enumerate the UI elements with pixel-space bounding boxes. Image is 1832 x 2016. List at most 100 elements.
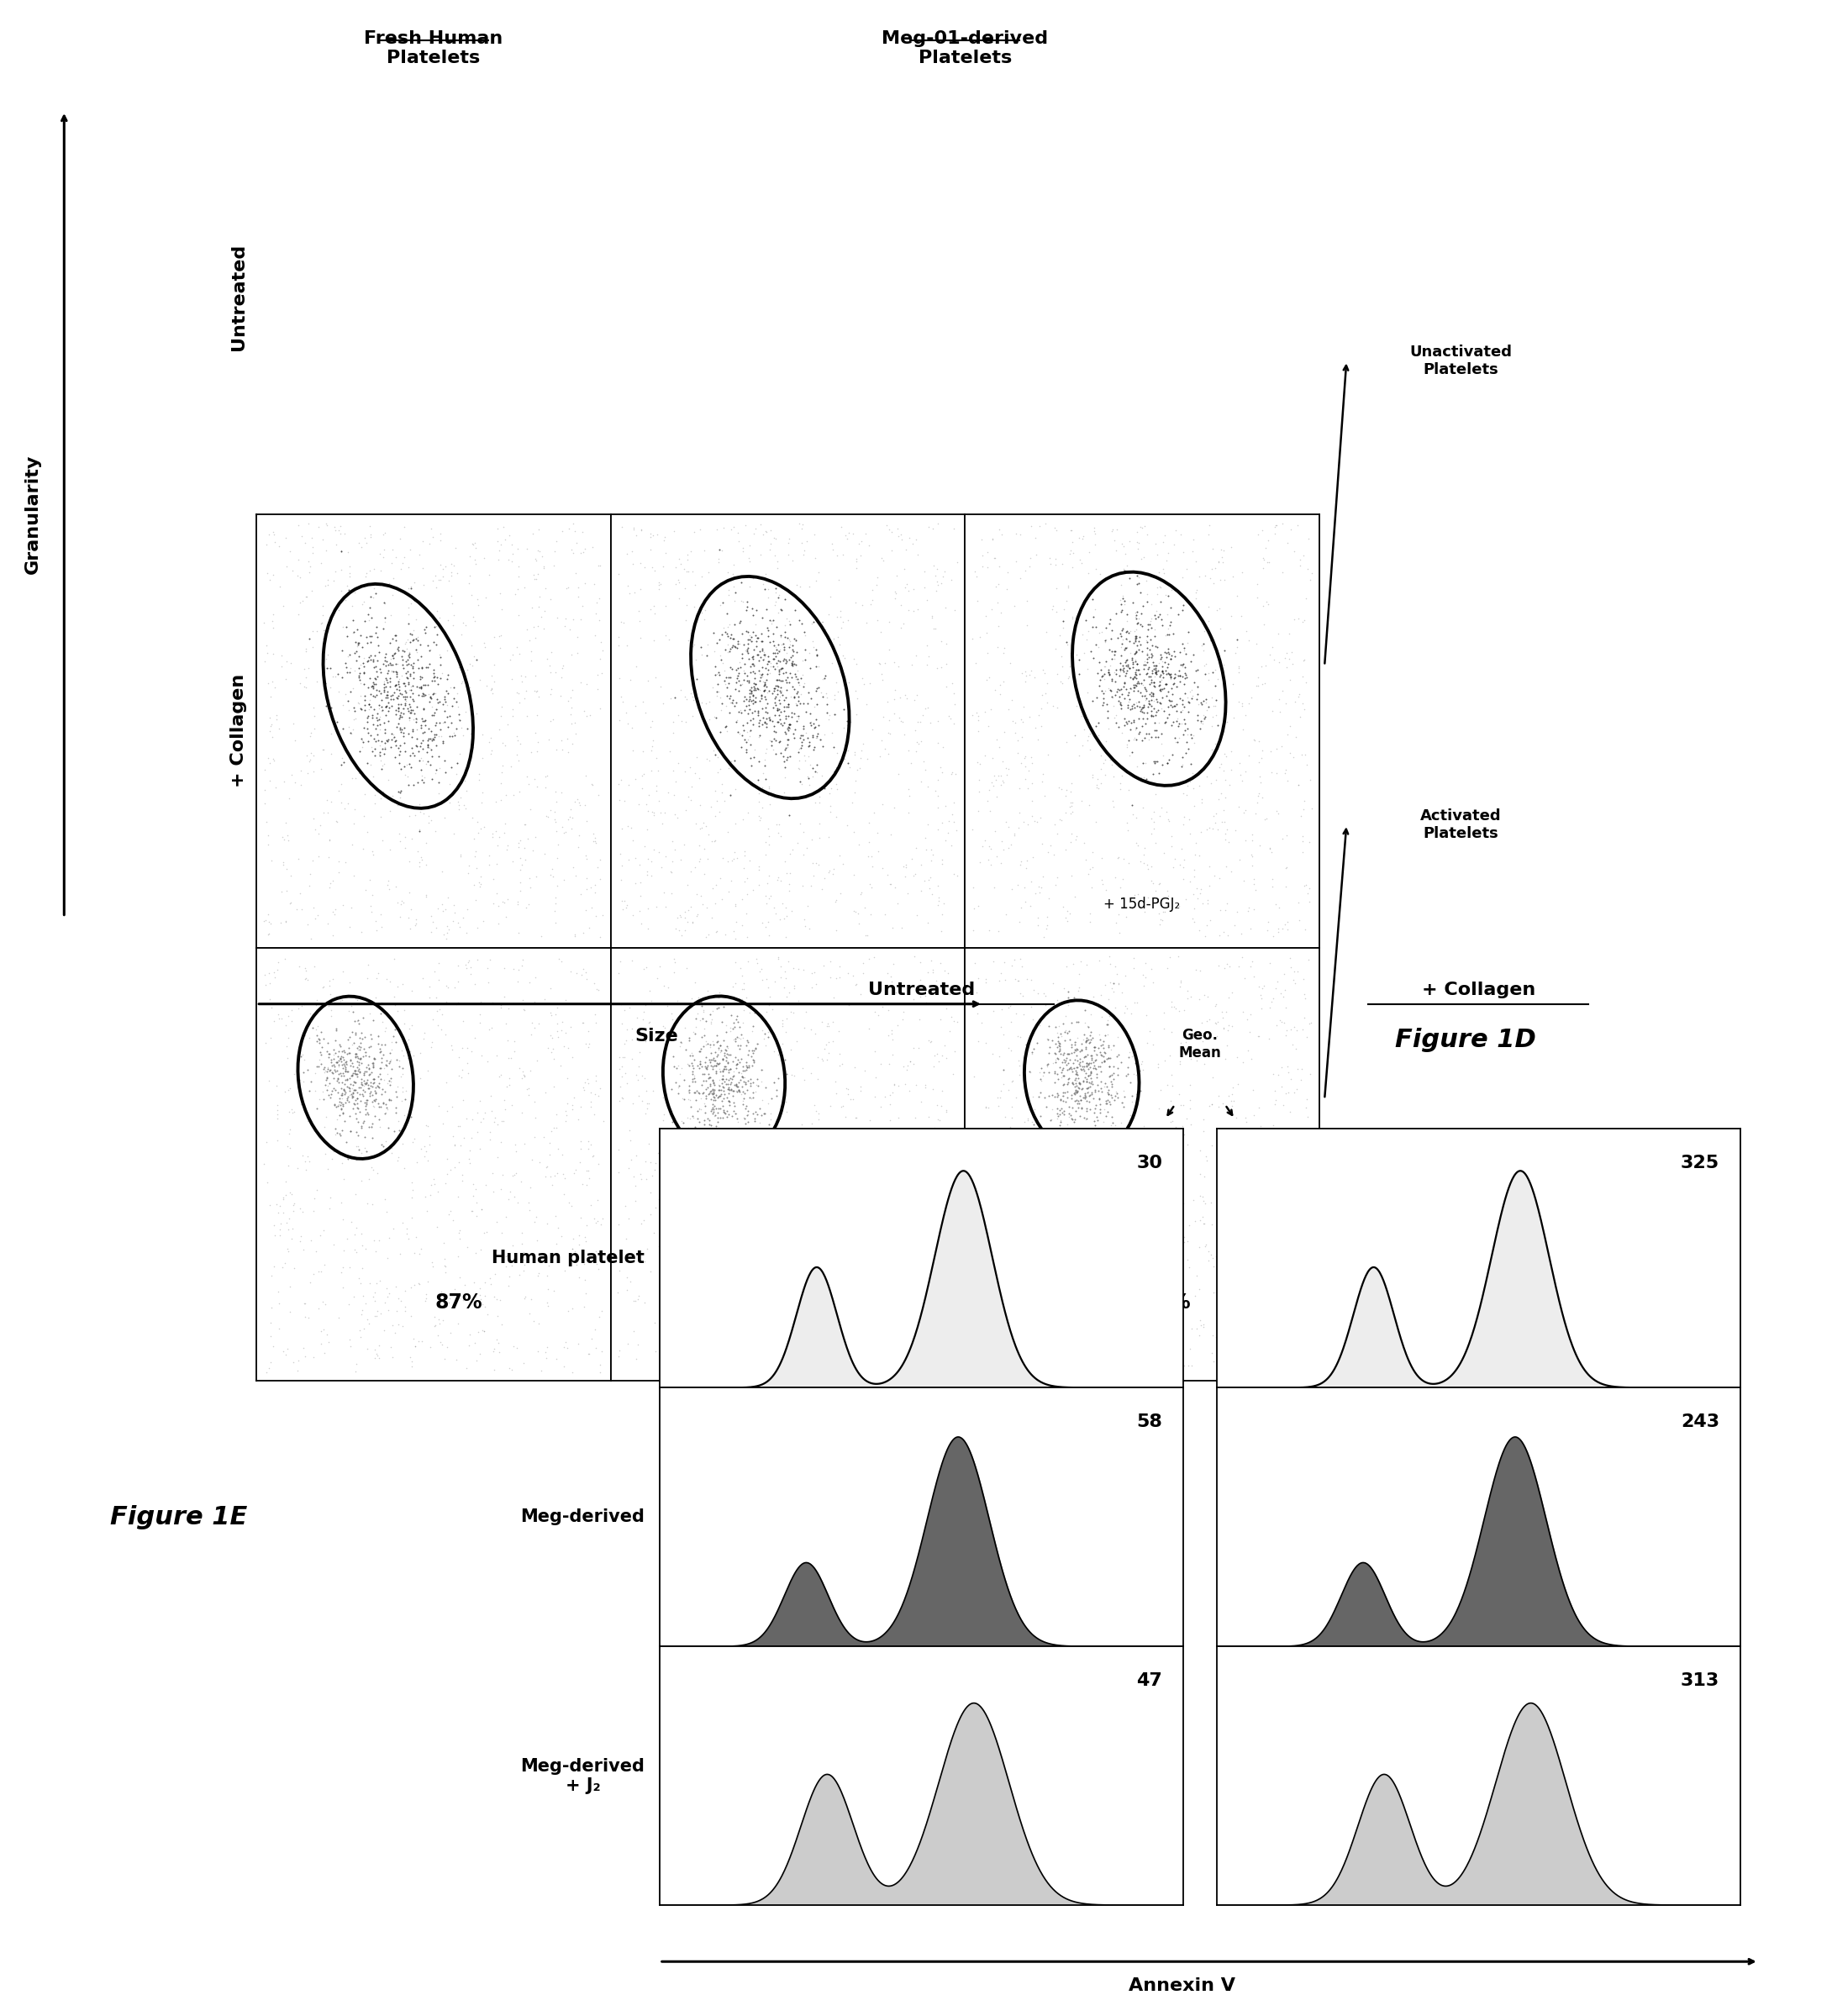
Point xyxy=(627,907,656,939)
Point xyxy=(1171,677,1200,710)
Point xyxy=(854,841,883,873)
Point xyxy=(1063,821,1092,853)
Point xyxy=(808,1042,837,1075)
Point xyxy=(485,1060,515,1093)
Point xyxy=(1121,625,1150,657)
Point xyxy=(376,661,405,694)
Point xyxy=(616,1266,645,1298)
Point xyxy=(440,671,469,704)
Point xyxy=(1297,1230,1326,1262)
Point xyxy=(1075,1087,1105,1119)
Point xyxy=(738,671,768,704)
Point xyxy=(801,518,830,550)
Point xyxy=(537,794,566,827)
Point xyxy=(1090,663,1119,696)
Point xyxy=(304,1044,333,1077)
Point xyxy=(482,1300,511,1333)
Point xyxy=(976,1252,1006,1284)
Point xyxy=(357,702,387,734)
Point xyxy=(354,700,383,732)
Point xyxy=(438,720,467,752)
Point xyxy=(612,629,641,661)
Point xyxy=(1271,851,1301,883)
Point xyxy=(581,1060,610,1093)
Point xyxy=(496,1089,526,1121)
Point xyxy=(722,653,751,685)
Point xyxy=(1046,804,1075,837)
Point xyxy=(542,1111,572,1143)
Point xyxy=(773,691,802,724)
Point xyxy=(264,530,293,562)
Point xyxy=(467,1193,496,1226)
Point xyxy=(940,677,969,710)
Point xyxy=(487,728,517,760)
Point xyxy=(1026,1244,1055,1276)
Point xyxy=(586,843,616,875)
Point xyxy=(540,536,570,569)
Point xyxy=(914,1169,943,1202)
Point xyxy=(1129,1054,1158,1087)
Point xyxy=(680,1077,709,1109)
Point xyxy=(914,1208,943,1240)
Point xyxy=(757,730,786,762)
Point xyxy=(736,728,766,760)
Point xyxy=(427,855,456,887)
Point xyxy=(671,895,700,927)
Point xyxy=(716,1052,746,1085)
Point xyxy=(975,845,1004,877)
Point xyxy=(421,756,451,788)
Point xyxy=(339,1026,368,1058)
Point xyxy=(692,1048,722,1081)
Point xyxy=(1279,1296,1308,1329)
Point xyxy=(773,691,802,724)
Point xyxy=(302,615,332,647)
Point xyxy=(713,621,742,653)
Point xyxy=(1266,696,1295,728)
Point xyxy=(931,825,960,857)
Point xyxy=(361,714,390,746)
Point xyxy=(509,833,539,865)
Point xyxy=(443,651,473,683)
Point xyxy=(1118,673,1147,706)
Point xyxy=(403,736,432,768)
Point xyxy=(716,1062,746,1095)
Point xyxy=(1052,1016,1081,1048)
Point xyxy=(372,1272,401,1304)
Point xyxy=(1160,528,1189,560)
Point xyxy=(1118,1040,1147,1073)
Point xyxy=(1154,802,1183,835)
Point xyxy=(863,1341,892,1373)
Point xyxy=(394,647,423,679)
Point xyxy=(344,629,374,661)
Point xyxy=(515,1187,544,1220)
Point xyxy=(804,849,834,881)
Point xyxy=(377,546,407,579)
Point xyxy=(758,651,788,683)
Point xyxy=(978,742,1008,774)
Point xyxy=(749,669,779,702)
Point xyxy=(755,1147,784,1179)
Point xyxy=(634,778,663,810)
Point xyxy=(284,992,313,1024)
Point xyxy=(581,1312,610,1345)
Point xyxy=(997,873,1026,905)
Point xyxy=(694,1105,724,1137)
Point xyxy=(348,631,377,663)
Point xyxy=(467,742,496,774)
Point xyxy=(1061,1054,1090,1087)
Point xyxy=(394,607,423,639)
Point xyxy=(788,1224,817,1256)
Point xyxy=(1066,700,1096,732)
Point xyxy=(1209,738,1238,770)
Point xyxy=(1119,615,1149,647)
Point xyxy=(606,510,636,542)
Point xyxy=(1116,524,1145,556)
Point xyxy=(1191,683,1220,716)
Point xyxy=(716,780,746,812)
Point xyxy=(698,1026,727,1058)
Point xyxy=(1187,1006,1216,1038)
Point xyxy=(680,966,709,998)
Point xyxy=(736,742,766,774)
Point xyxy=(724,1294,753,1327)
Point xyxy=(1097,1107,1127,1139)
